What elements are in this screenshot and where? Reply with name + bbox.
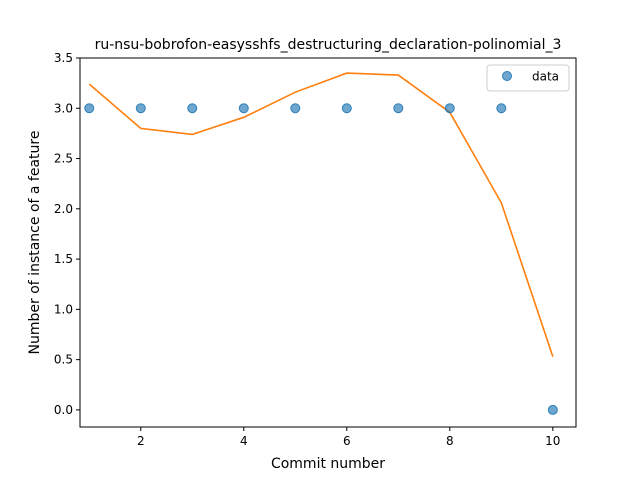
y-tick-label: 0.5 <box>54 353 73 367</box>
plot-frame <box>79 57 577 428</box>
x-tick-label: 8 <box>446 434 454 448</box>
data-point <box>547 404 558 415</box>
x-tick-label: 4 <box>240 434 248 448</box>
y-tick-label: 3.0 <box>54 101 73 115</box>
x-tick-label: 10 <box>545 434 560 448</box>
y-tick-label: 1.5 <box>54 252 73 266</box>
data-point <box>84 103 95 114</box>
y-axis-label: Number of instance of a feature <box>27 131 43 355</box>
y-tick-label: 2.5 <box>54 152 73 166</box>
data-point <box>341 103 352 114</box>
y-axis: 0.0 0.5 1.0 1.5 2.0 2.5 3.0 3.5 <box>54 51 80 417</box>
data-point <box>135 103 146 114</box>
x-tick-label: 2 <box>137 434 145 448</box>
legend: data <box>486 64 570 92</box>
data-point <box>238 103 249 114</box>
y-tick-label: 0.0 <box>54 403 73 417</box>
chart-title: ru-nsu-bobrofon-easysshfs_destructuring_… <box>95 37 562 53</box>
data-point <box>496 103 507 114</box>
x-tick-label: 6 <box>343 434 351 448</box>
x-axis-label: Commit number <box>271 456 385 472</box>
data-point <box>290 103 301 114</box>
y-tick-label: 2.0 <box>54 202 73 216</box>
series-line <box>88 72 554 357</box>
x-axis: 2 4 6 8 10 <box>137 427 560 448</box>
legend-marker-data <box>502 71 512 81</box>
y-tick-label: 3.5 <box>54 51 73 65</box>
data-point <box>393 103 404 114</box>
data-point <box>444 103 455 114</box>
data-point <box>187 103 198 114</box>
plot-area <box>84 72 558 415</box>
y-tick-label: 1.0 <box>54 302 73 316</box>
legend-label-data: data <box>532 70 559 84</box>
